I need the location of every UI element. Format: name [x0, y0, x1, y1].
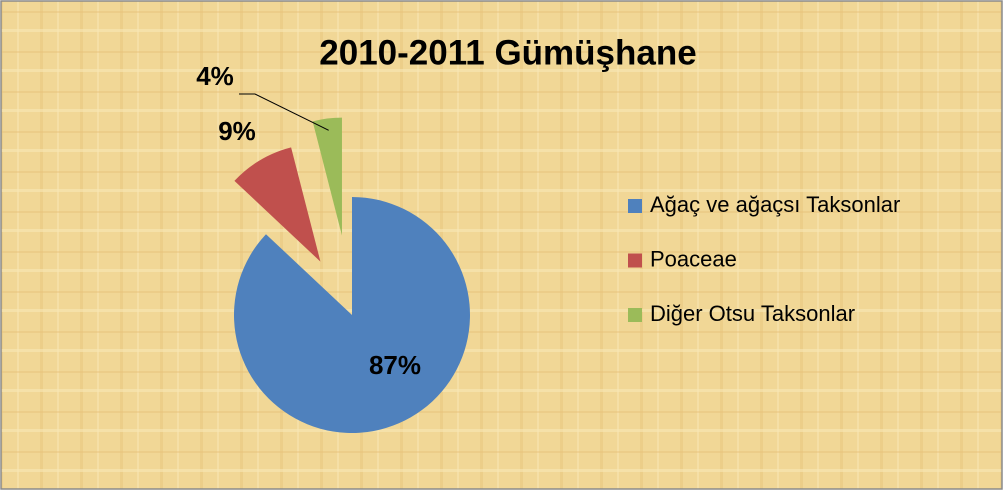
legend-swatch — [628, 308, 642, 322]
legend-label: Poaceae — [650, 246, 737, 271]
data-label: 9% — [218, 116, 256, 146]
legend-label: Diğer Otsu Taksonlar — [650, 301, 855, 326]
pie-slice — [234, 147, 321, 262]
leader-line — [239, 93, 329, 131]
legend-swatch — [628, 253, 642, 268]
pie-slice — [233, 197, 470, 434]
data-label: 4% — [196, 61, 234, 91]
pie-slice — [312, 117, 342, 236]
legend-swatch — [628, 199, 642, 213]
legend-label: Ağaç ve ağaçsı Taksonlar — [650, 192, 900, 217]
chart-title: 2010-2011 Gümüşhane — [319, 33, 696, 72]
data-label: 87% — [369, 350, 421, 380]
